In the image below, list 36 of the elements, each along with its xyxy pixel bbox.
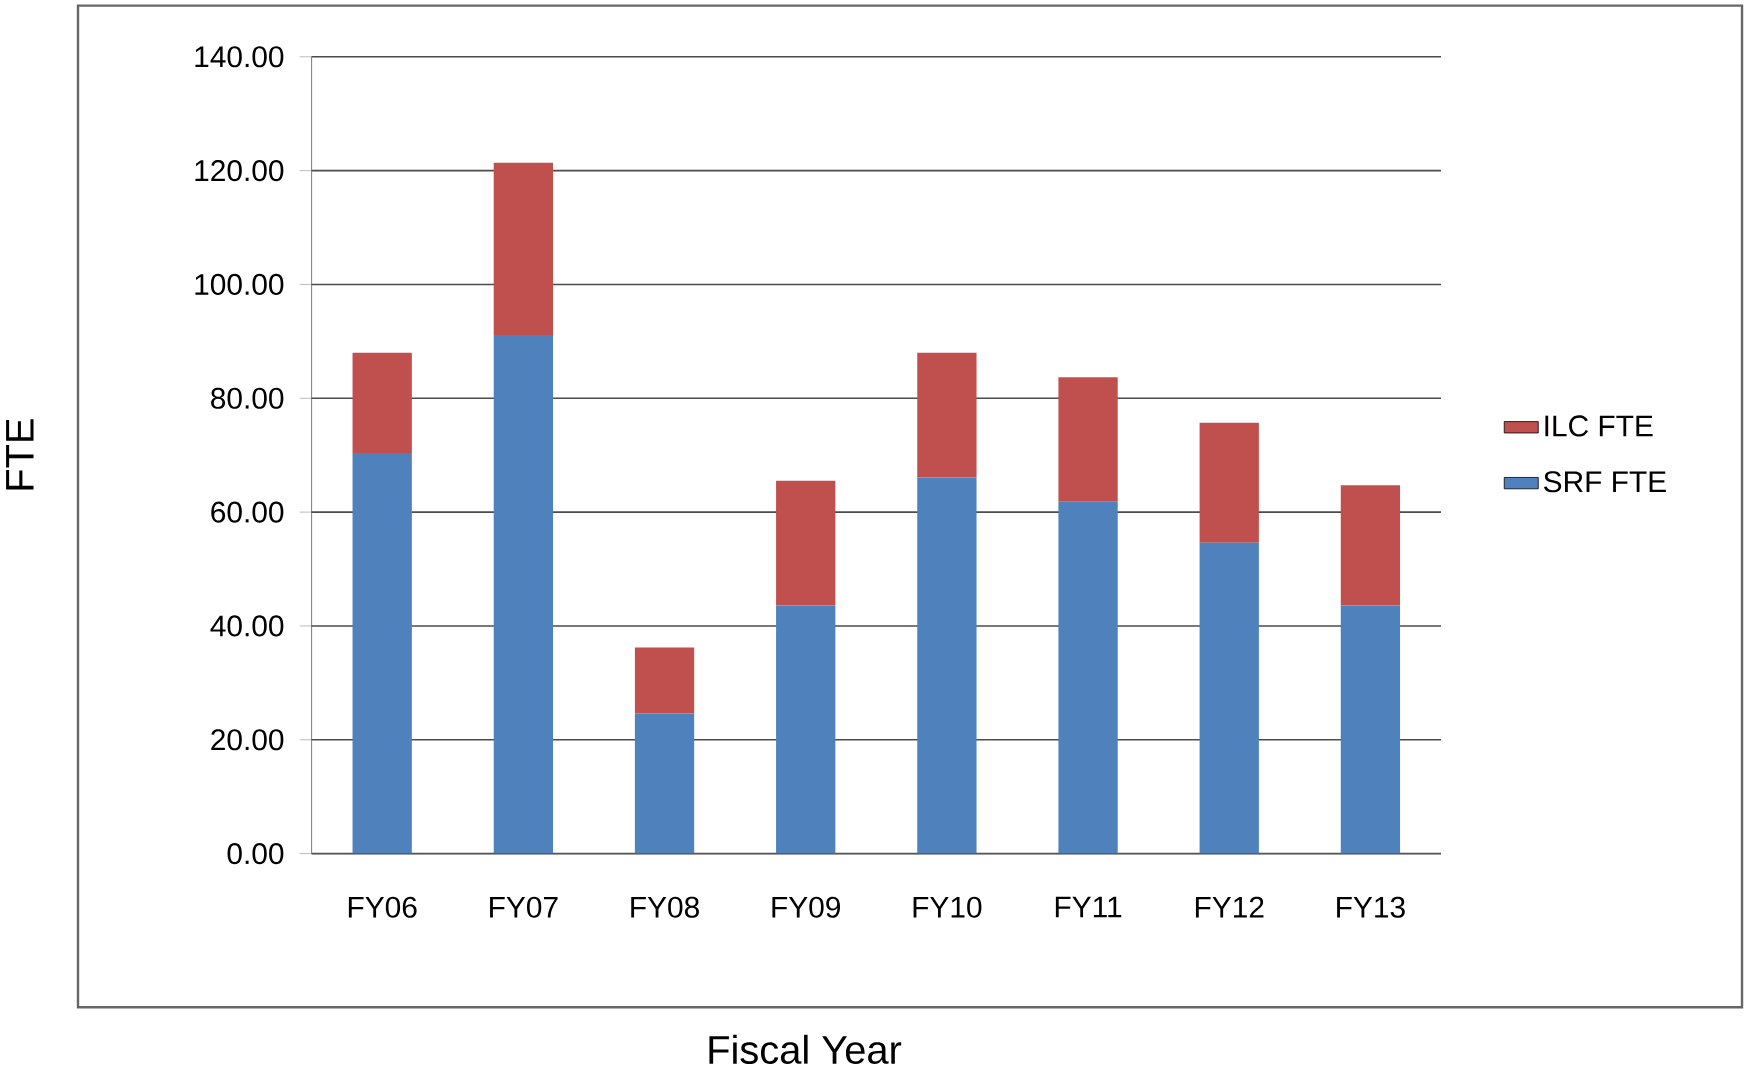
- bar: [1199, 422, 1259, 543]
- legend-label: ILC FTE: [1545, 415, 1653, 437]
- y-tick-label: 100.00: [195, 273, 284, 296]
- bar: [1058, 377, 1118, 502]
- bar: [493, 335, 554, 854]
- bar: [776, 480, 836, 606]
- bar: [1340, 605, 1401, 854]
- y-tick-label: 140.00: [195, 46, 284, 68]
- y-tick-label: 0.00: [227, 843, 284, 865]
- bar: [1058, 501, 1118, 854]
- x-tick-label: FY09: [772, 896, 840, 918]
- x-axis-title: Fiscal Year: [709, 1034, 902, 1065]
- x-tick-label: FY08: [631, 896, 699, 918]
- bar: [634, 713, 695, 854]
- x-tick-label: FY11: [1055, 896, 1122, 918]
- bar: [352, 352, 412, 453]
- bar: [493, 162, 554, 336]
- y-tick-label: 60.00: [211, 501, 284, 523]
- x-tick-label: FY06: [348, 896, 417, 918]
- x-tick-label: FY10: [913, 896, 982, 918]
- x-tick-label: FY12: [1195, 896, 1264, 918]
- y-tick-label: 80.00: [211, 387, 284, 409]
- x-tick-label: FY07: [490, 896, 558, 918]
- bar: [917, 352, 977, 478]
- bar: [352, 452, 412, 854]
- bar: [776, 605, 836, 854]
- y-tick-label: 20.00: [211, 729, 284, 751]
- bar: [634, 647, 695, 714]
- y-axis-title: FTE: [6, 419, 34, 490]
- bar: [917, 477, 977, 854]
- y-tick-label: 120.00: [195, 160, 284, 182]
- y-tick-label: 40.00: [210, 615, 284, 637]
- x-tick-label: FY13: [1337, 896, 1405, 918]
- bar: [1199, 542, 1259, 854]
- bar: [1340, 485, 1401, 606]
- legend-label: SRF FTE: [1543, 471, 1666, 493]
